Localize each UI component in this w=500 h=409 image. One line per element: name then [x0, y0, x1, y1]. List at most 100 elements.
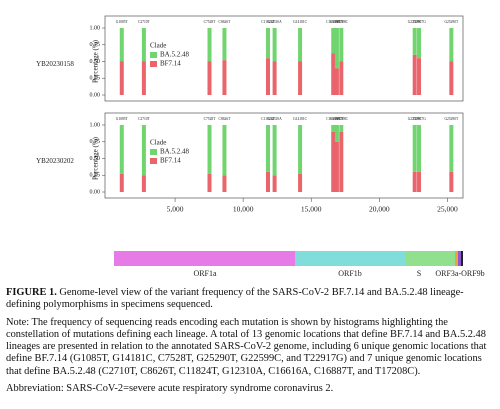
bar-segment: [298, 28, 303, 62]
bar-segment: [412, 171, 417, 192]
y-tick-label: 0.25: [90, 76, 101, 82]
mutation-label: C2710T: [138, 20, 151, 24]
legend-swatch: [150, 61, 157, 67]
bar-segment: [119, 125, 124, 174]
x-tick-label: 10,000: [233, 205, 254, 214]
caption-abbreviation: Abbreviation: SARS-CoV-2=severe acute re…: [6, 383, 334, 395]
bar-segment: [207, 125, 212, 174]
bar-segment: [339, 125, 344, 132]
bar-segment: [449, 28, 454, 62]
orf-segment: [458, 251, 461, 266]
bar-segment: [331, 125, 336, 132]
bar-segment: [298, 125, 303, 174]
legend-label: BF7.14: [160, 157, 181, 165]
bar-segment: [119, 61, 124, 95]
mutation-label: T17208C: [335, 117, 349, 121]
bar-segment: [339, 61, 344, 95]
legend-swatch: [150, 158, 157, 164]
bar-segment: [412, 28, 417, 55]
bar-segment: [222, 125, 227, 176]
bar-segment: [417, 28, 422, 59]
mutation-label: C8626T: [219, 117, 232, 121]
caption-text: Genome-level view of the variant frequen…: [6, 287, 464, 311]
mutation-label: C2710T: [138, 117, 151, 121]
bar-segment: [265, 125, 270, 172]
gene-label: ORF1b: [338, 269, 362, 278]
y-tick-label: 0.75: [90, 42, 101, 48]
mutation-label: G22599C: [408, 20, 423, 24]
plot-frame: [104, 15, 464, 102]
legend-title: Clade: [150, 42, 166, 50]
mutation-label: G14181C: [293, 117, 308, 121]
y-tick-label: 1.00: [90, 122, 101, 128]
mutation-label: C16887T: [330, 117, 344, 121]
mutation-label: G1085T: [116, 117, 129, 121]
bar-segment: [265, 171, 270, 192]
bar-segment: [417, 125, 422, 172]
mutation-label: C7528T: [204, 117, 217, 121]
bar-segment: [331, 131, 336, 192]
mutation-label: T17208C: [335, 20, 349, 24]
x-tick-label: 20,000: [369, 205, 390, 214]
legend-swatch: [150, 149, 157, 155]
y-tick-label: 0.25: [90, 173, 101, 179]
mutation-label: G12310A: [268, 117, 283, 121]
mutation-label: C8626T: [219, 20, 232, 24]
bar-segment: [141, 175, 146, 192]
y-axis-label: Percentage (%): [92, 39, 100, 83]
mutation-label: G1085T: [116, 20, 129, 24]
bar-segment: [417, 58, 422, 95]
plot-frame: [104, 112, 464, 199]
legend-label: BA.5.2.48: [160, 51, 189, 59]
bar-segment: [334, 141, 339, 192]
y-tick-label: 0.50: [90, 59, 101, 65]
mutation-label: T22917G: [412, 20, 426, 24]
x-tick-label: 5,000: [167, 205, 184, 214]
bar-segment: [222, 28, 227, 61]
bar-segment: [412, 125, 417, 172]
bar-segment: [119, 173, 124, 192]
caption-note: Note: The frequency of sequencing reads …: [6, 316, 487, 377]
mutation-label: G22599C: [408, 117, 423, 121]
bar-segment: [449, 61, 454, 95]
bar-segment: [334, 28, 339, 69]
y-tick-label: 1.00: [90, 25, 101, 31]
bar-segment: [339, 28, 344, 62]
bar-segment: [272, 125, 277, 176]
gene-label: ORF3a-ORF9b: [435, 269, 484, 278]
bar-segment: [331, 28, 336, 54]
bar-segment: [298, 61, 303, 95]
bar-segment: [449, 125, 454, 172]
bar-segment: [272, 61, 277, 95]
legend-title: Clade: [150, 139, 166, 147]
figure: ORF1a ORF1b S ORF3a-ORF9b YB20230158 Perc…: [36, 15, 485, 278]
mutation-label: C11824T: [261, 117, 275, 121]
mutation-label: C16616A: [326, 117, 340, 121]
mutation-label: G25290T: [444, 20, 459, 24]
caption: FIGURE 1. Genome-level view of the varia…: [6, 287, 494, 400]
orf-segment: [461, 251, 463, 266]
genome-map: ORF1a ORF1b S ORF3a-ORF9b: [114, 251, 485, 278]
bar-segment: [272, 28, 277, 62]
x-tick-label: 25,000: [437, 205, 458, 214]
gene-label: S: [417, 269, 421, 278]
orf1a-segment: [114, 251, 295, 266]
y-tick-label: 0.75: [90, 139, 101, 145]
mutation-label: C16887T: [330, 20, 344, 24]
bar-segment: [222, 60, 227, 95]
bar-segment: [141, 28, 146, 62]
x-tick-label: 15,000: [301, 205, 322, 214]
gene-label: ORF1a: [193, 269, 217, 278]
orf3a-segment: [455, 251, 458, 266]
bar-segment: [141, 61, 146, 95]
mutation-label: G14181C: [293, 20, 308, 24]
y-tick-label: 0.00: [90, 92, 101, 98]
legend-label: BA.5.2.48: [160, 148, 189, 156]
mutation-label: G12310A: [268, 20, 283, 24]
panel-title: YB20230158: [36, 60, 74, 68]
bar-segment: [417, 171, 422, 192]
bar-segment: [412, 54, 417, 95]
mutation-label: G25290T: [444, 117, 459, 121]
bar-segment: [207, 61, 212, 95]
bar-segment: [207, 28, 212, 62]
